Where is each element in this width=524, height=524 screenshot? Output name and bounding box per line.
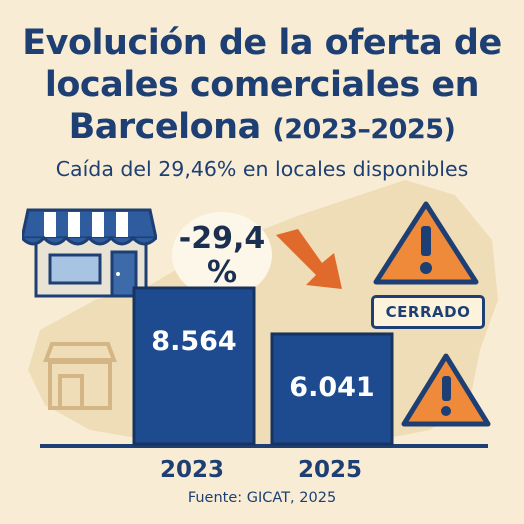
- subtitle: Caída del 29,46% en locales disponibles: [55, 157, 469, 181]
- bar-value-label: 6.041: [289, 372, 374, 403]
- title-main: Evolución de la oferta de locales comerc…: [22, 23, 502, 147]
- closed-sign: CERRADO: [371, 295, 485, 329]
- down-arrow-icon: [276, 229, 342, 289]
- bar-2023: [132, 286, 256, 446]
- warning-icon: [373, 201, 479, 285]
- bar-value-label: 8.564: [151, 326, 236, 357]
- x-tick-label: 2023: [160, 457, 224, 483]
- source-note: Fuente: GICAT, 2025: [187, 490, 337, 506]
- page-title: Evolución de la oferta de locales comerc…: [0, 22, 524, 151]
- title-years: (2023–2025): [272, 114, 456, 145]
- warning-icon: [401, 353, 491, 427]
- change-badge: -29,4 %: [172, 212, 272, 298]
- storefront-icon: [22, 208, 157, 298]
- bar-2025: [270, 332, 394, 446]
- x-tick-label: 2025: [298, 457, 362, 483]
- faded-shop-icon: [43, 342, 117, 410]
